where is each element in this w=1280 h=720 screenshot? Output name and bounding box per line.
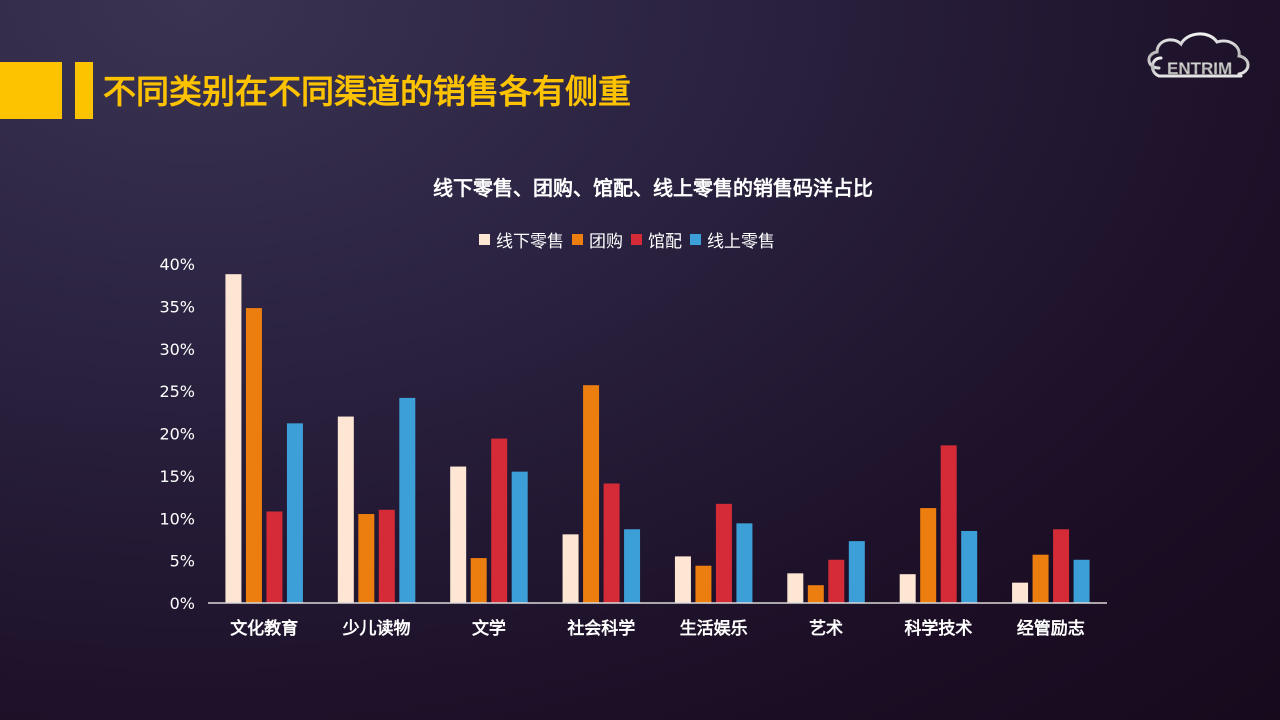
bar-6-3 bbox=[961, 530, 978, 603]
bar-1-0 bbox=[337, 416, 354, 603]
bar-7-3 bbox=[1073, 559, 1090, 603]
bar-1-2 bbox=[378, 509, 395, 603]
bar-5-0 bbox=[787, 573, 804, 603]
legend-label: 馆配 bbox=[648, 231, 682, 252]
bar-2-3 bbox=[511, 471, 528, 603]
bar-0-1 bbox=[245, 308, 262, 603]
legend-label: 团购 bbox=[589, 231, 623, 252]
header-accent-block bbox=[0, 62, 62, 119]
chart-legend: 线下零售 团购 馆配 线上零售 bbox=[479, 226, 783, 252]
y-tick-label: 10% bbox=[159, 509, 195, 528]
y-tick-label: 15% bbox=[159, 467, 195, 486]
x-tick-label: 艺术 bbox=[809, 618, 843, 639]
y-tick-label: 20% bbox=[159, 425, 195, 444]
y-tick-label: 40% bbox=[159, 255, 195, 274]
legend-item-library: 馆配 bbox=[631, 227, 682, 252]
bar-7-1 bbox=[1032, 554, 1049, 603]
bar-3-3 bbox=[624, 529, 641, 603]
chart-title: 线下零售、团购、馆配、线上零售的销售码洋占比 bbox=[433, 176, 873, 200]
legend-swatch bbox=[690, 233, 701, 245]
legend-swatch bbox=[479, 233, 490, 245]
x-tick-label: 文学 bbox=[472, 618, 506, 639]
bar-4-3 bbox=[736, 523, 753, 603]
y-tick-label: 0% bbox=[170, 594, 195, 613]
bar-4-2 bbox=[715, 503, 732, 603]
y-tick-label: 5% bbox=[170, 552, 195, 571]
legend-label: 线上零售 bbox=[707, 231, 775, 252]
bar-1-3 bbox=[399, 397, 416, 603]
x-tick-label: 生活娱乐 bbox=[680, 618, 748, 639]
legend-item-online: 线上零售 bbox=[690, 227, 775, 252]
bar-3-2 bbox=[603, 483, 620, 603]
x-tick-label: 社会科学 bbox=[566, 618, 635, 639]
company-logo: ENTRIM bbox=[1143, 28, 1253, 84]
bar-7-0 bbox=[1012, 582, 1029, 603]
bar-5-3 bbox=[848, 541, 865, 603]
legend-item-offline: 线下零售 bbox=[479, 227, 564, 252]
bar-4-1 bbox=[695, 565, 712, 603]
y-tick-label: 25% bbox=[159, 382, 195, 401]
bar-1-1 bbox=[358, 514, 375, 603]
legend-item-group-buy: 团购 bbox=[572, 227, 623, 252]
bar-2-1 bbox=[470, 558, 487, 603]
header-accent-bar bbox=[75, 62, 93, 119]
page-title: 不同类别在不同渠道的销售各有侧重 bbox=[103, 72, 631, 111]
bar-4-0 bbox=[674, 556, 691, 603]
y-tick-label: 30% bbox=[159, 340, 195, 359]
legend-swatch bbox=[631, 233, 642, 245]
bar-6-1 bbox=[920, 508, 937, 603]
bar-5-2 bbox=[828, 559, 845, 603]
bar-0-2 bbox=[266, 511, 283, 603]
logo-text: ENTRIM bbox=[1167, 59, 1232, 78]
bar-6-0 bbox=[899, 574, 916, 603]
y-tick-label: 35% bbox=[159, 297, 195, 316]
x-tick-label: 经管励志 bbox=[1017, 618, 1085, 639]
x-tick-label: 科学技术 bbox=[904, 618, 972, 639]
x-tick-label: 少儿读物 bbox=[342, 618, 411, 639]
cloud-icon: ENTRIM bbox=[1147, 32, 1250, 78]
bar-7-2 bbox=[1053, 529, 1070, 603]
bar-0-0 bbox=[225, 274, 242, 603]
x-tick-label: 文化教育 bbox=[230, 618, 298, 639]
legend-swatch bbox=[572, 233, 583, 245]
bar-3-1 bbox=[583, 385, 600, 603]
bar-2-2 bbox=[491, 438, 508, 603]
legend-label: 线下零售 bbox=[496, 231, 564, 252]
bar-6-2 bbox=[940, 445, 957, 603]
bar-0-3 bbox=[286, 423, 303, 603]
bar-3-0 bbox=[562, 534, 579, 603]
bar-5-1 bbox=[807, 585, 824, 603]
bar-2-0 bbox=[450, 466, 467, 603]
